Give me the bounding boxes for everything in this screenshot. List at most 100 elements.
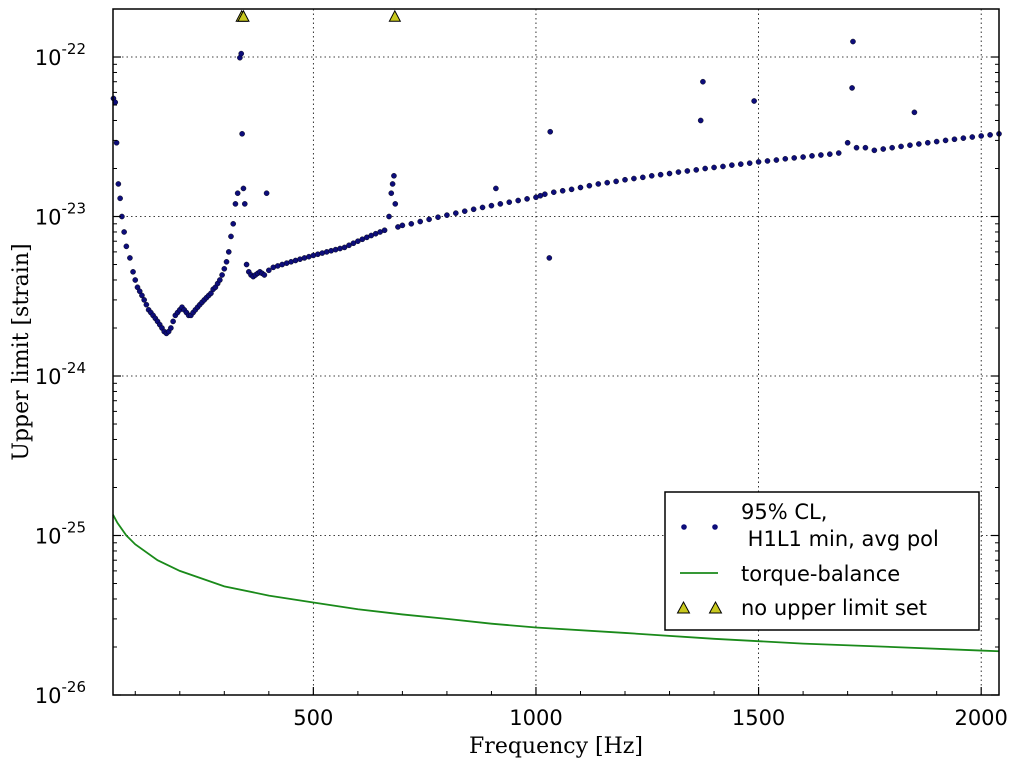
data-point — [113, 139, 120, 146]
data-point — [684, 168, 691, 174]
data-point — [751, 98, 757, 104]
data-point — [666, 170, 673, 177]
data-point — [764, 158, 771, 164]
legend: 95% CL, H1L1 min, avg pol torque-balance… — [664, 491, 980, 631]
data-point — [622, 176, 628, 183]
legend-marker-1 — [676, 600, 691, 614]
no-limit-markers — [235, 9, 402, 22]
data-point — [132, 277, 139, 283]
data-point — [702, 165, 708, 172]
data-point — [577, 184, 584, 191]
data-point — [261, 272, 268, 278]
y-tick-label: 10-25 — [35, 519, 86, 549]
y-axis-label: Upper limit [strain] — [9, 243, 34, 460]
data-point — [809, 153, 815, 159]
data-point — [228, 233, 234, 240]
data-point — [168, 325, 174, 331]
data-point — [827, 151, 833, 157]
data-point — [417, 218, 424, 225]
data-point — [791, 155, 797, 161]
data-point — [388, 190, 395, 197]
legend-dot-2 — [712, 524, 718, 530]
data-point — [453, 210, 459, 216]
legend-label-points-line2: H1L1 min, avg pol — [741, 527, 939, 551]
y-tick-label: 10-22 — [35, 40, 86, 70]
x-tick-label: 1500 — [732, 706, 785, 730]
data-point — [898, 143, 904, 150]
data-point — [853, 144, 860, 151]
data-point — [711, 164, 717, 171]
no-limit-marker — [388, 9, 402, 22]
x-axis-label: Frequency [Hz] — [469, 734, 643, 759]
data-point — [115, 181, 122, 187]
data-point — [604, 179, 611, 186]
data-point — [568, 186, 575, 193]
data-point — [648, 172, 655, 179]
data-point — [239, 131, 245, 137]
legend-label-no-limit: no upper limit set — [741, 596, 927, 620]
legend-dot-1 — [681, 524, 687, 530]
data-point — [170, 318, 176, 325]
data-point — [139, 292, 145, 299]
data-point — [693, 167, 700, 173]
torque-balance-series — [112, 514, 1000, 653]
x-tick-label: 500 — [293, 706, 333, 730]
data-point — [889, 144, 895, 151]
data-point — [586, 182, 593, 189]
data-point — [960, 135, 967, 141]
plot-frame — [112, 8, 1000, 696]
data-point — [595, 181, 602, 187]
y-tick-label: 10-26 — [35, 678, 86, 708]
data-point — [506, 199, 513, 205]
data-point — [234, 190, 241, 197]
data-point — [493, 185, 499, 192]
data-point — [263, 190, 270, 197]
y-tick-label: 10-23 — [35, 200, 86, 230]
data-point — [130, 269, 136, 275]
data-point — [547, 128, 554, 135]
data-point — [386, 213, 392, 220]
x-tick-label: 1000 — [509, 706, 562, 730]
y-tick-label: 10-24 — [35, 359, 86, 389]
data-point — [426, 216, 432, 223]
data-point — [700, 78, 706, 85]
data-point — [951, 136, 958, 143]
upper-limit-points — [110, 38, 1002, 337]
data-point — [127, 255, 133, 261]
data-point — [657, 171, 664, 178]
data-point — [389, 181, 396, 187]
y-axis-ticks: 10-26 10-25 10-24 10-23 10-22 — [35, 40, 999, 708]
data-point — [987, 132, 993, 138]
data-point — [266, 267, 272, 274]
data-point — [143, 301, 150, 308]
data-point — [341, 244, 348, 251]
legend-label-torque: torque-balance — [741, 562, 900, 586]
data-point — [916, 141, 922, 147]
data-point — [232, 201, 239, 207]
data-point — [613, 178, 619, 185]
data-point — [217, 277, 223, 283]
data-point — [435, 214, 441, 221]
data-point — [221, 266, 228, 272]
data-point — [117, 195, 123, 202]
data-point — [444, 212, 450, 218]
data-point — [844, 139, 851, 146]
x-axis-ticks: 500 1000 1500 2000 — [134, 687, 1008, 730]
data-point — [241, 201, 248, 207]
data-point — [479, 204, 486, 211]
data-point — [546, 255, 553, 261]
data-point — [141, 297, 147, 303]
data-point — [818, 152, 824, 158]
data-point — [924, 139, 931, 146]
data-point — [850, 38, 856, 45]
data-point — [729, 162, 735, 168]
data-point — [243, 261, 250, 268]
data-point — [862, 144, 869, 151]
data-point — [470, 206, 477, 213]
x-tick-label: 2000 — [954, 706, 1007, 730]
data-point — [225, 249, 232, 255]
data-point — [720, 163, 726, 170]
data-point — [399, 222, 406, 229]
data-point — [391, 172, 397, 179]
